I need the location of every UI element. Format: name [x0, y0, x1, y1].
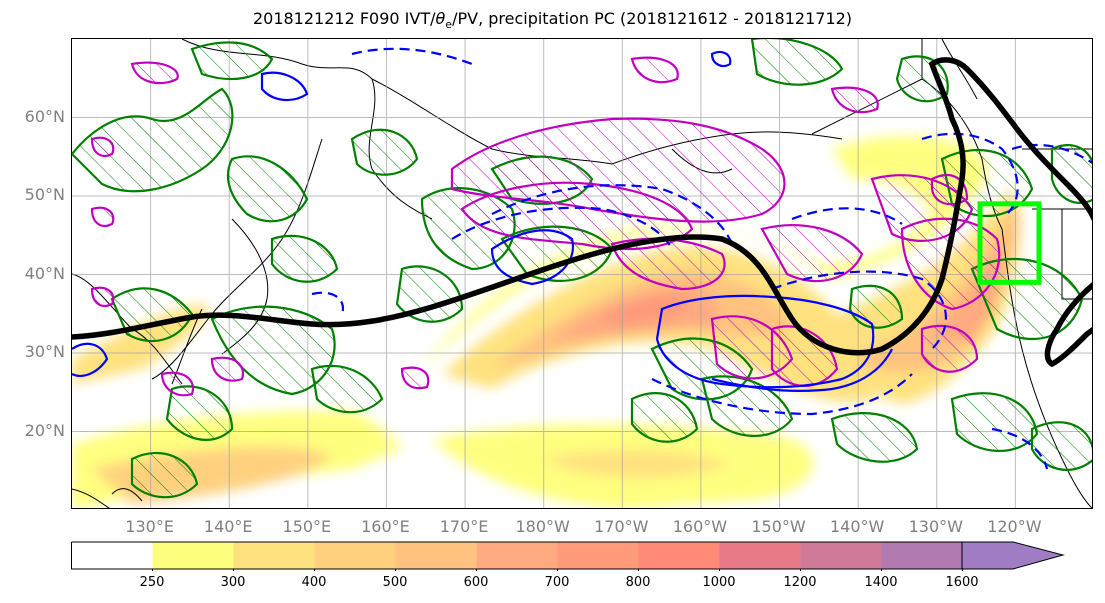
lon-tick-label: 120°W — [987, 517, 1042, 536]
colorbar-tick-label: 300 — [220, 575, 246, 590]
colorbar-tick-label: 250 — [139, 575, 165, 590]
lat-tick-label: 60°N — [24, 106, 65, 126]
colorbar-segment — [395, 542, 477, 569]
colorbar-segment — [71, 542, 153, 569]
colorbar-tick-label: 700 — [544, 575, 570, 590]
colorbar-segment — [476, 542, 558, 569]
lon-tick-label: 170°W — [594, 517, 649, 536]
lon-tick-label: 180°W — [515, 517, 570, 536]
colorbar-tick-label: 600 — [463, 575, 489, 590]
precip-pc-negative-contours — [90, 56, 1001, 397]
ivt-colorbar — [71, 541, 1065, 571]
colorbar-tick-label: 500 — [382, 575, 408, 590]
colorbar-tick-label: 800 — [625, 575, 651, 590]
lon-tick-label: 160°E — [361, 517, 410, 536]
lon-tick-label: 150°E — [282, 517, 332, 536]
colorbar-segment — [557, 542, 639, 569]
colorbar-segment — [638, 542, 720, 569]
pv-contour — [72, 57, 1092, 368]
lat-tick-label: 40°N — [24, 263, 65, 283]
lon-tick-label: 140°W — [829, 517, 885, 536]
lat-tick-label: 30°N — [24, 342, 65, 361]
colorbar-segment — [719, 542, 801, 569]
colorbar-extend-arrow — [961, 541, 1065, 570]
target-region-box — [977, 201, 1042, 285]
colorbar-segment — [314, 542, 396, 569]
colorbar-segment — [233, 542, 315, 569]
colorbar-segment — [152, 542, 234, 569]
figure-title: 2018121212 F090 IVT/θe/PV, precipitation… — [252, 9, 853, 32]
colorbar-tick-label: 1400 — [864, 575, 898, 590]
colorbar-segment — [881, 542, 963, 569]
colorbar-tick-label: 1200 — [783, 575, 817, 590]
lon-tick-label: 130°E — [125, 517, 174, 536]
colorbar-tick-label: 400 — [301, 575, 327, 590]
map-panel — [71, 38, 1093, 509]
lon-tick-label: 140°E — [203, 517, 253, 536]
lat-tick-label: 20°N — [24, 420, 65, 440]
colorbar-segment — [800, 542, 882, 569]
colorbar-tick-label: 1000 — [702, 575, 736, 590]
map-canvas — [72, 39, 1092, 508]
colorbar-outline — [71, 541, 962, 570]
colorbar-tick-label: 1600 — [945, 575, 979, 590]
lon-tick-label: 150°W — [751, 517, 806, 536]
lon-tick-label: 130°W — [908, 517, 963, 536]
lat-tick-label: 50°N — [24, 185, 65, 204]
lon-tick-label: 160°W — [672, 517, 728, 536]
lon-tick-label: 170°E — [439, 517, 489, 536]
